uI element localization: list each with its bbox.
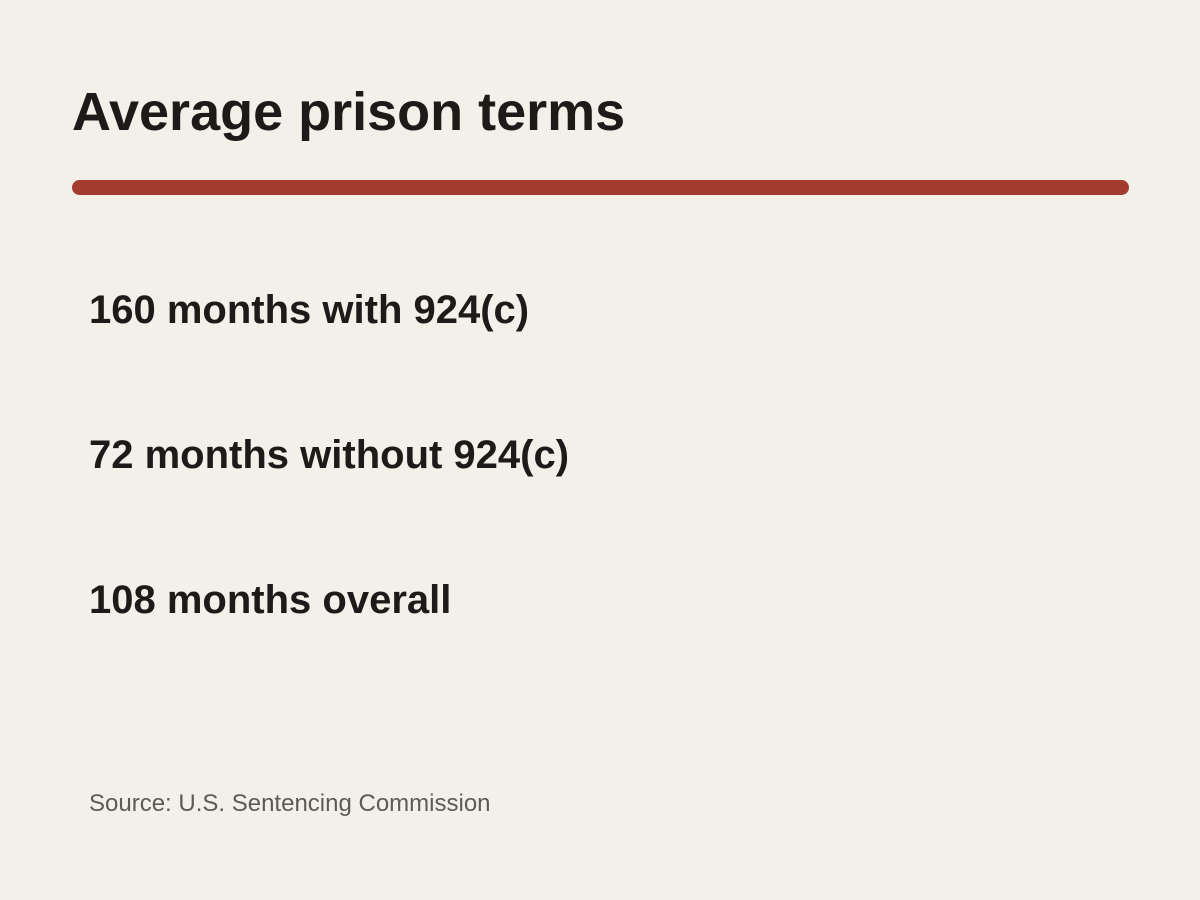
accent-divider xyxy=(72,180,1129,195)
stat-with-924c: 160 months with 924(c) xyxy=(89,288,530,332)
page-title: Average prison terms xyxy=(72,82,626,142)
stat-without-924c: 72 months without 924(c) xyxy=(89,433,570,477)
source-note: Source: U.S. Sentencing Commission xyxy=(89,790,491,817)
stat-overall: 108 months overall xyxy=(89,578,452,622)
